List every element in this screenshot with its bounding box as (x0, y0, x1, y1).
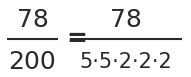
Text: 78: 78 (110, 8, 142, 32)
Text: 78: 78 (17, 8, 48, 32)
Text: 200: 200 (9, 50, 56, 74)
Text: 5·5·2·2·2: 5·5·2·2·2 (80, 52, 172, 72)
Text: =: = (66, 27, 87, 51)
